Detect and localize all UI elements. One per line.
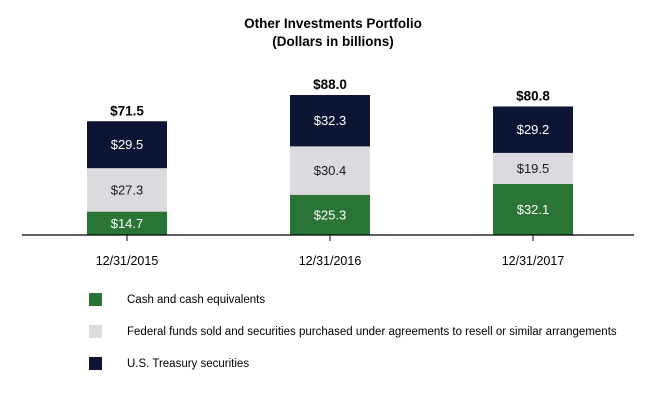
legend-label-federal-funds: Federal funds sold and securities purcha… <box>127 326 617 338</box>
x-tick-label-1: 12/31/2016 <box>299 254 362 268</box>
bar-label-federal-funds-1: $30.4 <box>314 163 347 178</box>
bar-label-federal-funds-2: $19.5 <box>517 161 550 176</box>
total-label-2: $80.8 <box>516 88 550 103</box>
bar-label-cash-1: $25.3 <box>314 207 347 222</box>
bar-treasury-0 <box>87 121 167 169</box>
chart-subtitle: (Dollars in billions) <box>272 34 394 49</box>
chart-title-block: Other Investments Portfolio (Dollars in … <box>0 15 666 51</box>
legend-label-cash: Cash and cash equivalents <box>127 294 266 306</box>
legend-swatch-treasury <box>89 357 102 370</box>
bar-federal-funds-1 <box>290 146 370 195</box>
bar-cash-0 <box>87 211 167 235</box>
legend-swatch-cash <box>89 293 102 306</box>
bar-federal-funds-2 <box>493 152 573 184</box>
x-tick-label-2: 12/31/2017 <box>502 254 565 268</box>
bar-cash-2 <box>493 183 573 235</box>
bar-label-cash-2: $32.1 <box>517 202 550 217</box>
x-tick-label-0: 12/31/2015 <box>96 254 159 268</box>
bar-label-federal-funds-0: $27.3 <box>111 182 144 197</box>
bar-federal-funds-0 <box>87 168 167 212</box>
bar-label-treasury-1: $32.3 <box>314 113 347 128</box>
total-label-1: $88.0 <box>313 77 347 92</box>
chart-title: Other Investments Portfolio <box>244 16 422 31</box>
legend-label-treasury: U.S. Treasury securities <box>127 358 250 370</box>
bar-treasury-2 <box>493 106 573 153</box>
bar-label-treasury-2: $29.2 <box>517 122 550 137</box>
bar-cash-1 <box>290 194 370 235</box>
bar-label-treasury-0: $29.5 <box>111 137 144 152</box>
bar-treasury-1 <box>290 95 370 147</box>
total-label-0: $71.5 <box>110 103 144 118</box>
bar-label-cash-0: $14.7 <box>111 216 144 231</box>
legend-swatch-federal-funds <box>89 325 102 338</box>
